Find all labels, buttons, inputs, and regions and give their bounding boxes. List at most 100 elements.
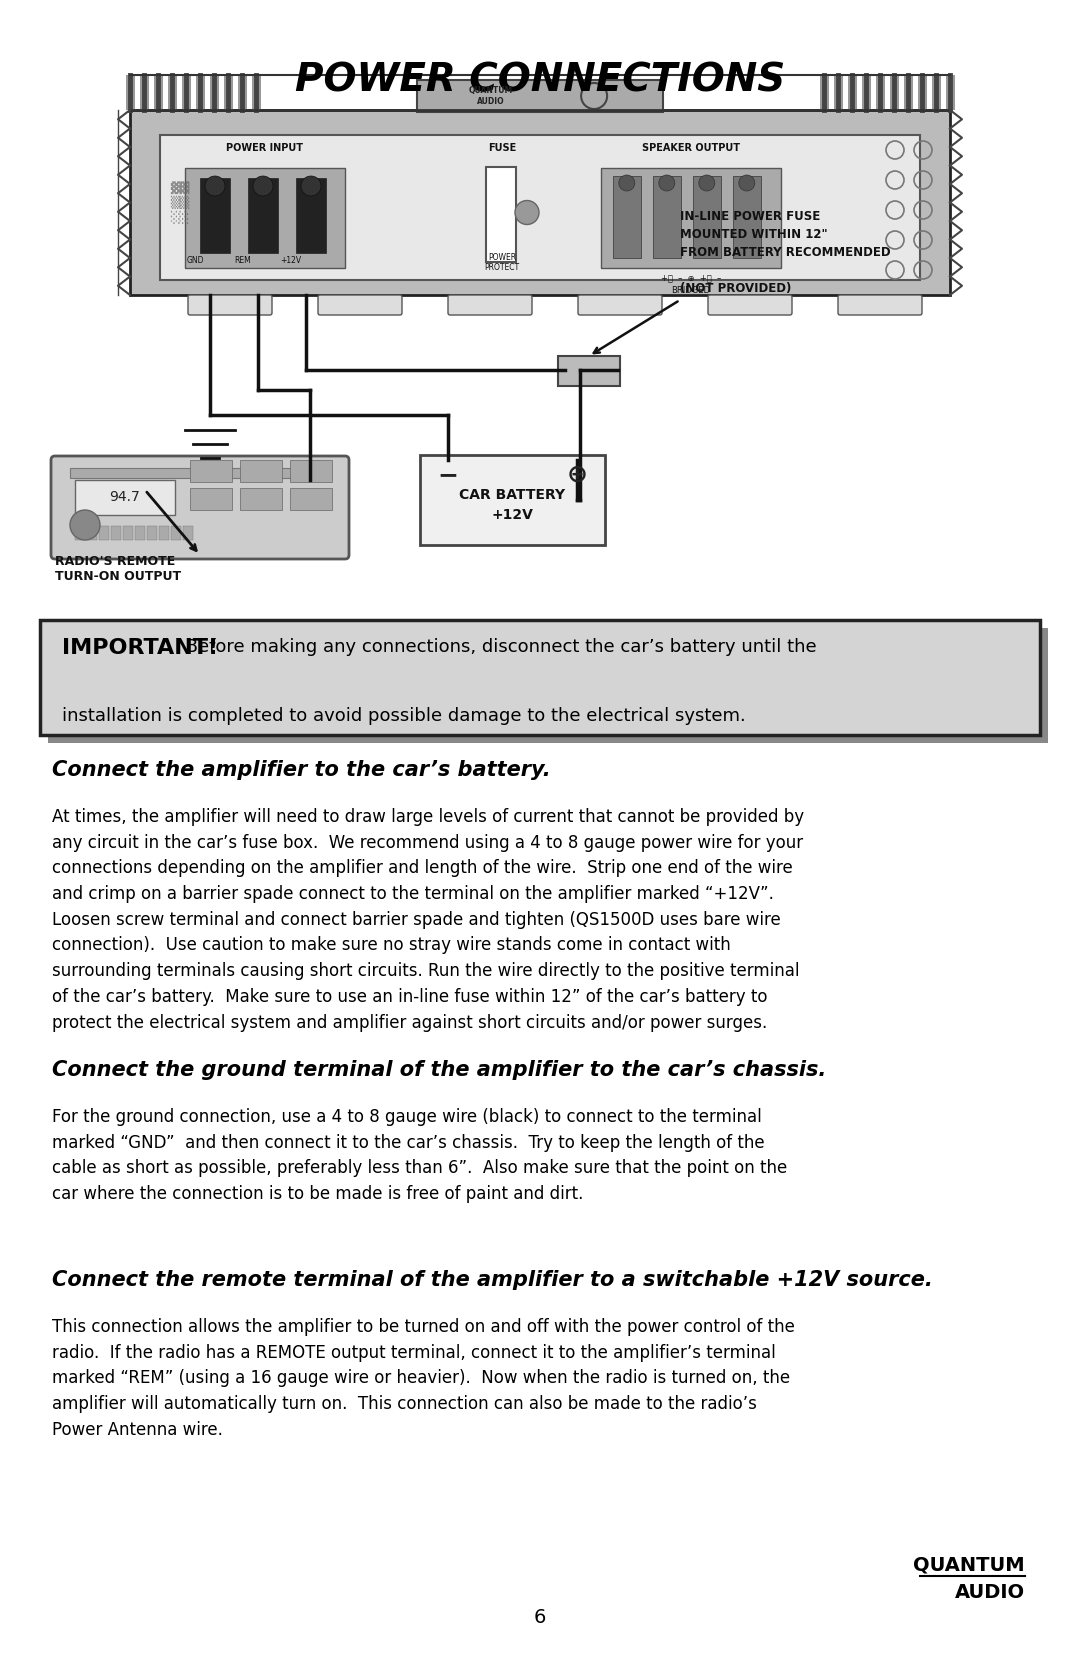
Circle shape [253, 175, 273, 195]
Bar [904, 75, 913, 110]
Bar [147, 526, 157, 541]
Bar [248, 179, 278, 254]
Text: Connect the remote terminal of the amplifier to a switchable +12V source.: Connect the remote terminal of the ampli… [52, 1270, 933, 1290]
Bar [126, 75, 135, 110]
Text: POWER
PROTECT: POWER PROTECT [485, 252, 519, 272]
Text: BRIDGED: BRIDGED [672, 285, 711, 295]
Bar [652, 175, 680, 259]
Text: +Ⓡ  –  ⊕  +Ⓛ  –: +Ⓡ – ⊕ +Ⓛ – [661, 274, 721, 282]
Text: ▓▓
▒▒
░░: ▓▓ ▒▒ ░░ [171, 180, 190, 224]
Bar [111, 526, 121, 541]
Text: FUSE: FUSE [488, 144, 516, 154]
Bar [70, 467, 330, 477]
Bar [296, 179, 326, 254]
Bar [190, 461, 232, 482]
FancyBboxPatch shape [838, 295, 922, 315]
Bar [600, 169, 781, 269]
Bar [171, 526, 181, 541]
Text: GND: GND [186, 255, 204, 265]
Circle shape [515, 200, 539, 225]
Text: REM: REM [234, 255, 252, 265]
Bar [200, 179, 230, 254]
FancyBboxPatch shape [558, 355, 620, 386]
Text: Before making any connections, disconnect the car’s battery until the: Before making any connections, disconnec… [180, 638, 816, 656]
Bar [183, 75, 191, 110]
Text: IMPORTANT!: IMPORTANT! [62, 638, 218, 658]
Circle shape [699, 175, 715, 190]
Text: 94.7: 94.7 [110, 491, 140, 504]
FancyBboxPatch shape [318, 295, 402, 315]
FancyBboxPatch shape [578, 295, 662, 315]
FancyBboxPatch shape [708, 295, 792, 315]
Circle shape [619, 175, 635, 190]
Text: POWER CONNECTIONS: POWER CONNECTIONS [295, 62, 785, 100]
Text: RADIO'S REMOTE
TURN-ON OUTPUT: RADIO'S REMOTE TURN-ON OUTPUT [55, 556, 181, 582]
Text: +12V: +12V [281, 255, 301, 265]
Text: IN-LINE POWER FUSE
MOUNTED WITHIN 12"
FROM BATTERY RECOMMENDED

(NOT PROVIDED): IN-LINE POWER FUSE MOUNTED WITHIN 12" FR… [680, 210, 891, 295]
Text: installation is completed to avoid possible damage to the electrical system.: installation is completed to avoid possi… [62, 708, 746, 724]
Bar [238, 75, 247, 110]
Text: This connection allows the amplifier to be turned on and off with the power cont: This connection allows the amplifier to … [52, 1319, 795, 1439]
Text: Connect the ground terminal of the amplifier to the car’s chassis.: Connect the ground terminal of the ampli… [52, 1060, 826, 1080]
Bar [123, 526, 133, 541]
Bar [240, 461, 282, 482]
FancyBboxPatch shape [188, 295, 272, 315]
Text: For the ground connection, use a 4 to 8 gauge wire (black) to connect to the ter: For the ground connection, use a 4 to 8 … [52, 1108, 787, 1203]
Bar [159, 526, 168, 541]
Bar [733, 175, 760, 259]
FancyBboxPatch shape [51, 456, 349, 559]
Bar [195, 75, 205, 110]
Bar [99, 526, 109, 541]
Bar [160, 135, 920, 280]
Bar [75, 526, 85, 541]
Bar [75, 481, 175, 516]
Bar [946, 75, 955, 110]
Bar [224, 75, 233, 110]
Bar [87, 526, 97, 541]
Text: At times, the amplifier will need to draw large levels of current that cannot be: At times, the amplifier will need to dra… [52, 808, 805, 1031]
Bar [210, 75, 219, 110]
Circle shape [739, 175, 755, 190]
Bar [420, 456, 605, 546]
Bar [918, 75, 927, 110]
Circle shape [659, 175, 675, 190]
Text: AUDIO: AUDIO [955, 1582, 1025, 1602]
Bar [291, 487, 332, 511]
Text: ⊕: ⊕ [567, 462, 588, 487]
Text: SPEAKER OUTPUT: SPEAKER OUTPUT [642, 144, 740, 154]
Circle shape [301, 175, 321, 195]
Bar [48, 628, 1048, 743]
Bar [848, 75, 858, 110]
Bar [417, 80, 663, 112]
Text: −: − [437, 462, 459, 487]
Bar [486, 167, 516, 262]
Bar [154, 75, 163, 110]
Bar [135, 526, 145, 541]
Bar [130, 110, 950, 295]
Bar [190, 487, 232, 511]
Text: 6: 6 [534, 1607, 546, 1627]
Text: CAR BATTERY
+12V: CAR BATTERY +12V [459, 489, 566, 522]
Bar [240, 487, 282, 511]
Text: QUANTUM
AUDIO: QUANTUM AUDIO [469, 87, 513, 105]
Bar [612, 175, 640, 259]
Bar [183, 526, 193, 541]
Text: Connect the amplifier to the car’s battery.: Connect the amplifier to the car’s batte… [52, 759, 551, 779]
Bar [820, 75, 829, 110]
FancyBboxPatch shape [448, 295, 532, 315]
Bar [932, 75, 941, 110]
Bar [291, 461, 332, 482]
Text: QUANTUM: QUANTUM [914, 1556, 1025, 1574]
Bar [40, 619, 1040, 734]
Circle shape [205, 175, 225, 195]
Bar [876, 75, 885, 110]
Bar [692, 175, 720, 259]
Text: POWER INPUT: POWER INPUT [227, 144, 303, 154]
Bar [834, 75, 843, 110]
Bar [168, 75, 177, 110]
Bar [862, 75, 870, 110]
Bar [140, 75, 149, 110]
Bar [890, 75, 899, 110]
Circle shape [70, 511, 100, 541]
Bar [185, 169, 345, 269]
